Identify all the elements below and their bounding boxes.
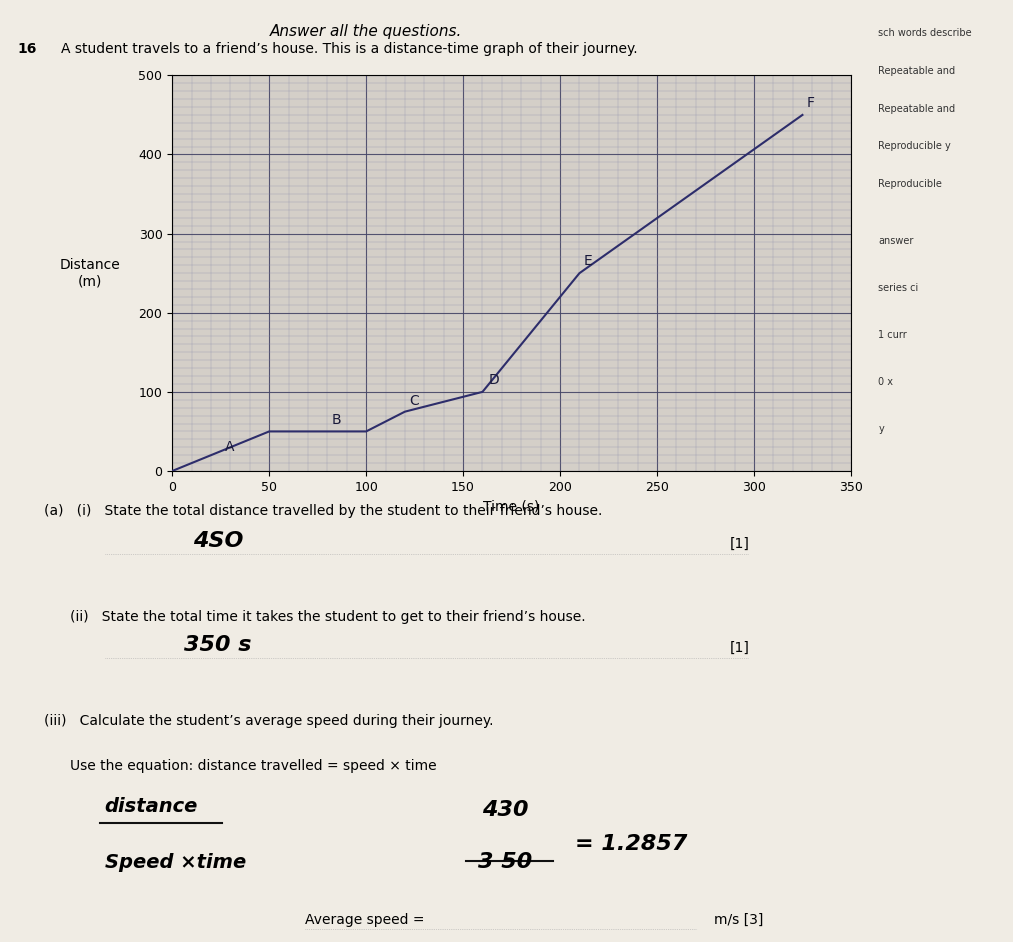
X-axis label: Time (s): Time (s)	[483, 499, 540, 513]
Text: B: B	[331, 413, 340, 427]
Text: A: A	[225, 440, 234, 454]
Text: (a)   (i)   State the total distance travelled by the student to their friend’s : (a) (i) State the total distance travell…	[44, 504, 602, 518]
Text: (iii)   Calculate the student’s average speed during their journey.: (iii) Calculate the student’s average sp…	[44, 714, 493, 728]
Text: [1]: [1]	[729, 641, 750, 655]
Text: Reproducible: Reproducible	[878, 179, 942, 189]
Text: E: E	[583, 254, 592, 268]
Text: Average speed =: Average speed =	[305, 913, 428, 927]
Text: Speed ×time: Speed ×time	[104, 853, 246, 872]
Text: 0 x: 0 x	[878, 377, 893, 387]
Text: 430: 430	[482, 801, 529, 820]
Text: 3 50: 3 50	[478, 853, 533, 872]
Text: [1]: [1]	[729, 537, 750, 551]
Text: 4SO: 4SO	[192, 531, 243, 551]
Text: m/s [3]: m/s [3]	[714, 913, 764, 927]
Text: Repeatable and: Repeatable and	[878, 104, 955, 114]
Text: Answer all the questions.: Answer all the questions.	[269, 24, 462, 39]
Text: sch words describe: sch words describe	[878, 28, 971, 39]
Text: C: C	[409, 394, 418, 408]
Text: F: F	[806, 96, 814, 110]
Text: A student travels to a friend’s house. This is a distance-time graph of their jo: A student travels to a friend’s house. T…	[61, 42, 637, 57]
Text: 350 s: 350 s	[184, 635, 251, 655]
Text: Repeatable and: Repeatable and	[878, 66, 955, 76]
Text: y: y	[878, 424, 884, 434]
Text: Reproducible y: Reproducible y	[878, 141, 951, 152]
Text: = 1.2857: = 1.2857	[575, 834, 688, 854]
Text: D: D	[488, 373, 499, 387]
Text: answer: answer	[878, 236, 914, 246]
Text: 1 curr: 1 curr	[878, 330, 907, 340]
Text: distance: distance	[104, 797, 198, 816]
Text: series ci: series ci	[878, 283, 919, 293]
Text: 16: 16	[17, 42, 36, 57]
Y-axis label: Distance
(m): Distance (m)	[60, 258, 121, 288]
Text: Use the equation: distance travelled = speed × time: Use the equation: distance travelled = s…	[70, 759, 437, 773]
Text: (ii)   State the total time it takes the student to get to their friend’s house.: (ii) State the total time it takes the s…	[70, 610, 586, 625]
